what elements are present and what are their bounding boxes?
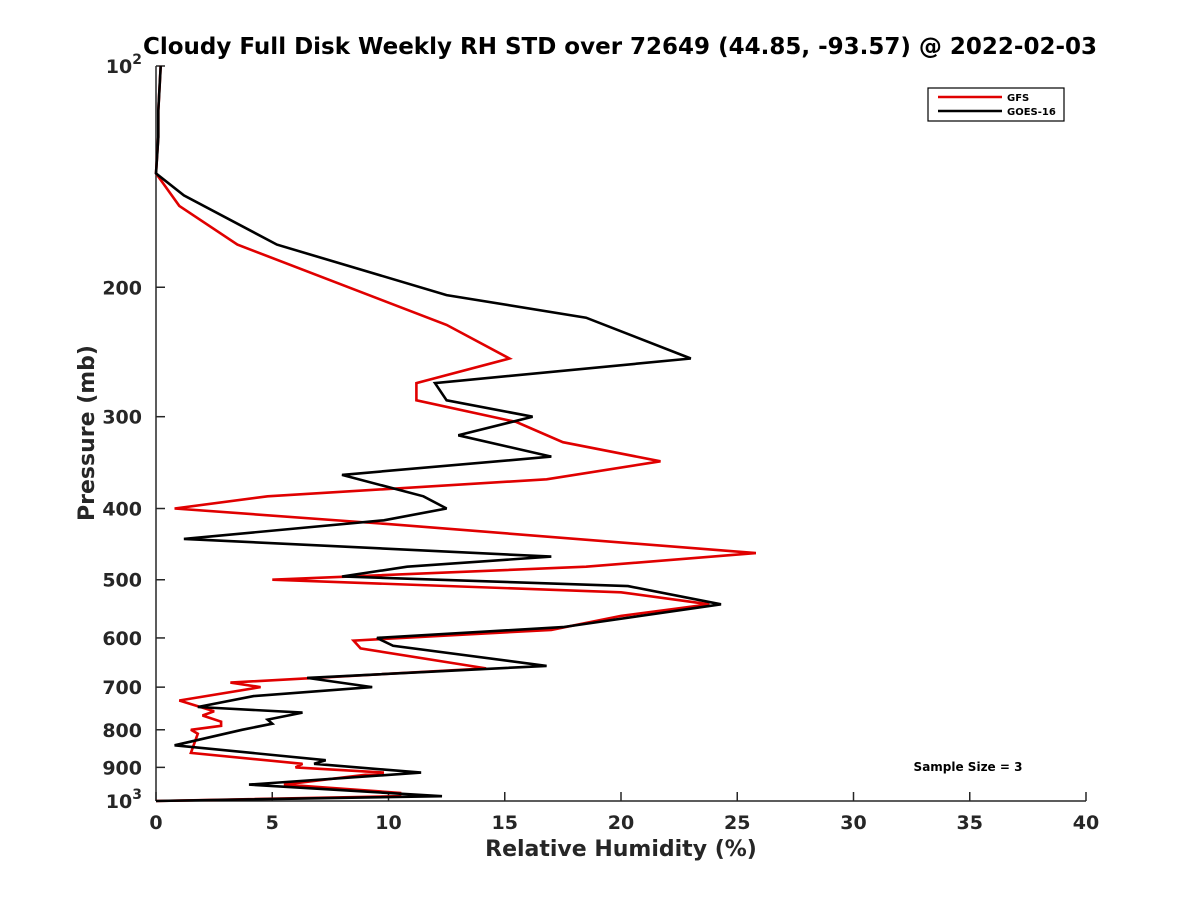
- x-tick-label: 0: [149, 812, 162, 834]
- x-tick-label: 15: [492, 812, 518, 834]
- y-tick-label-power: 103: [106, 787, 142, 813]
- legend: GFS GOES-16: [927, 87, 1065, 122]
- x-tick-label: 10: [375, 812, 401, 834]
- legend-label-goes16: GOES-16: [1007, 107, 1056, 118]
- chart-title: Cloudy Full Disk Weekly RH STD over 7264…: [143, 34, 1097, 60]
- series-line-gfs: [154, 65, 757, 803]
- series-layer: [154, 65, 757, 803]
- y-axis-label: Pressure (mb): [75, 345, 100, 521]
- x-tick-label: 25: [724, 812, 750, 834]
- legend-label-gfs: GFS: [1007, 93, 1029, 104]
- y-tick-base: 10: [106, 56, 132, 78]
- x-tick-label: 35: [957, 812, 983, 834]
- y-tick-exponent: 3: [132, 787, 142, 803]
- y-tick-label: 200: [102, 277, 142, 299]
- x-axis-label: Relative Humidity (%): [485, 837, 757, 862]
- sample-size-annotation: Sample Size = 3: [914, 760, 1023, 774]
- y-tick-label: 800: [102, 720, 142, 742]
- series-line-goes16: [154, 65, 722, 803]
- y-tick-label: 300: [102, 407, 142, 429]
- legend-box: [927, 87, 1065, 122]
- x-tick-label: 30: [840, 812, 866, 834]
- y-tick-label: 600: [102, 628, 142, 650]
- y-tick-label: 400: [102, 499, 142, 521]
- y-tick-label: 700: [102, 677, 142, 699]
- y-tick-label: 900: [102, 757, 142, 779]
- x-tick-label: 20: [608, 812, 634, 834]
- y-tick-label-power: 102: [106, 52, 142, 78]
- y-tick-base: 10: [106, 791, 132, 813]
- x-tick-label: 40: [1073, 812, 1099, 834]
- y-tick-label: 500: [102, 570, 142, 592]
- x-tick-label: 5: [266, 812, 279, 834]
- x-ticks: 0 5 10 15 20 25 30 35 40: [149, 792, 1099, 834]
- y-tick-exponent: 2: [132, 52, 142, 68]
- axes: [155, 66, 1086, 802]
